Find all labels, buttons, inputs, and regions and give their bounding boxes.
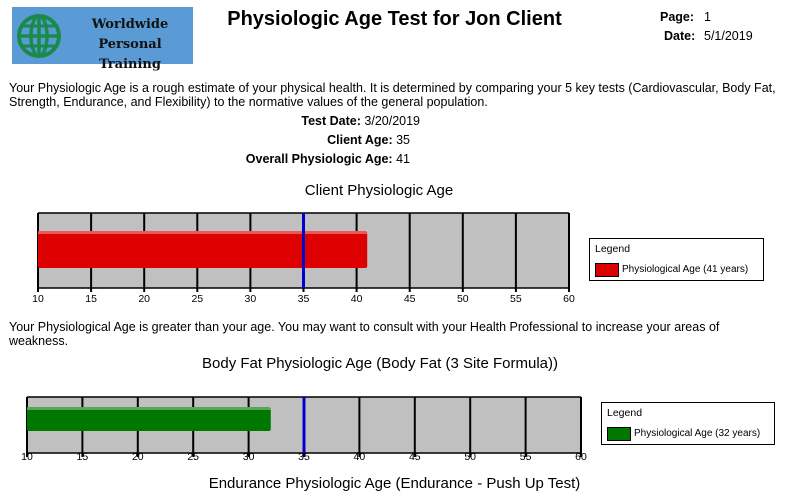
tick-label-50: 50 [464,451,476,463]
test-date-label: Test Date: [301,114,361,128]
legend-title: Legend [595,243,631,255]
tick-label-20: 20 [138,293,150,305]
legend-label: Physiological Age (41 years) [622,264,749,275]
tick-label-60: 60 [575,451,587,463]
date-label: Date: [664,29,696,43]
page-title: Physiologic Age Test for Jon Client [227,8,562,30]
tick-label-60: 60 [563,293,575,305]
tick-label-30: 30 [243,451,255,463]
client-physiologic-age-chart: 10 15 20 25 30 35 40 45 50 55 60 [32,212,575,305]
tick-label-10: 10 [32,293,44,305]
tick-label-50: 50 [457,293,469,305]
tick-label-30: 30 [245,293,257,305]
overall-age-label: Overall Physiologic Age: [245,152,393,166]
legend-title: Legend [607,407,643,419]
page-label: Page: [660,10,695,24]
tick-label-10: 10 [21,451,33,463]
overall-age-value: 41 [396,152,410,166]
tick-label-45: 45 [404,293,416,305]
tick-label-40: 40 [351,293,363,305]
logo-line-2: Personal Training [98,37,162,72]
bar-highlight [27,407,271,410]
tick-label-40: 40 [354,451,366,463]
tick-label-15: 15 [85,293,97,305]
tick-label-20: 20 [132,451,144,463]
chart-1-legend: Legend Physiological Age (41 years) [589,238,764,281]
logo-text: Worldwide Personal Training [70,15,190,75]
body-fat-physiologic-age-chart: 10 15 20 25 30 35 40 45 50 55 60 [21,396,587,463]
intro-paragraph: Your Physiologic Age is a rough estimate… [9,81,776,109]
tick-label-25: 25 [187,451,199,463]
physiologic-age-bar [38,231,368,268]
chart-3-title: Endurance Physiologic Age (Endurance - P… [208,475,581,492]
client-age-value: 35 [396,133,410,147]
client-age-row: Client Age: 35 [0,133,410,147]
test-date-value: 3/20/2019 [364,114,420,128]
chart-2-title: Body Fat Physiologic Age (Body Fat (3 Si… [202,355,558,372]
logo-line-1: Worldwide [91,17,169,32]
tick-label-35: 35 [298,451,310,463]
bar-highlight [38,231,368,234]
age-comparison-note: Your Physiological Age is greater than y… [9,320,720,348]
test-date-row: Test Date: 3/20/2019 [0,114,420,128]
tick-label-45: 45 [409,451,421,463]
tick-label-55: 55 [520,451,532,463]
tick-label-15: 15 [77,451,89,463]
tick-label-25: 25 [191,293,203,305]
client-age-label: Client Age: [327,133,393,147]
globe-icon [17,14,61,58]
legend-label: Physiological Age (32 years) [634,428,761,439]
company-logo: Worldwide Personal Training [12,7,193,72]
tick-label-35: 35 [298,293,310,305]
physiologic-age-bar [27,407,271,431]
tick-label-55: 55 [510,293,522,305]
overall-age-row: Overall Physiologic Age: 41 [0,152,410,166]
chart-1-title: Client Physiologic Age [304,182,454,199]
legend-swatch [607,427,631,441]
legend-swatch [595,263,619,277]
chart-2-legend: Legend Physiological Age (32 years) [601,402,775,445]
report-date: 5/1/2019 [704,29,753,43]
page-number: 1 [704,10,711,24]
